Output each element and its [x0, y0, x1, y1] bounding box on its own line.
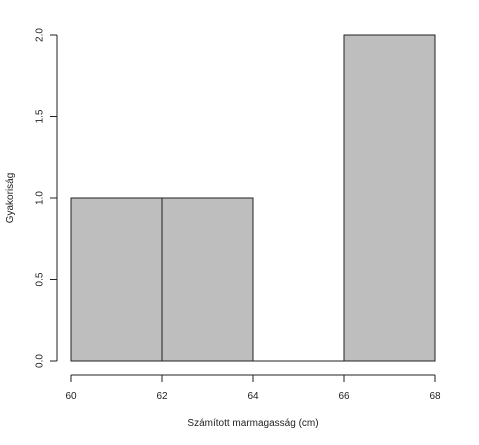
y-tick-label-0: 0.0 — [35, 354, 46, 368]
y-axis-ticks: 0.0 0.5 1.0 1.5 2.0 — [35, 28, 57, 368]
x-tick-label-2: 64 — [247, 391, 259, 402]
x-tick-label-0: 60 — [65, 391, 77, 402]
y-tick-label-3: 1.5 — [35, 109, 46, 123]
x-tick-label-4: 68 — [429, 391, 441, 402]
x-axis-ticks: 60 62 64 66 68 — [65, 375, 441, 402]
x-tick-label-3: 66 — [338, 391, 350, 402]
y-tick-label-2: 1.0 — [35, 191, 46, 205]
histogram-bar-1 — [161, 197, 254, 362]
bars-group — [70, 34, 436, 362]
histogram-bar-0 — [70, 197, 163, 362]
histogram-bar-3 — [343, 34, 436, 362]
y-tick-label-4: 2.0 — [35, 28, 46, 42]
x-tick-label-1: 62 — [156, 391, 168, 402]
x-axis-label: Számított marmagasság (cm) — [187, 418, 318, 429]
y-axis-label: Gyakoriság — [5, 173, 16, 224]
y-tick-label-1: 0.5 — [35, 272, 46, 286]
